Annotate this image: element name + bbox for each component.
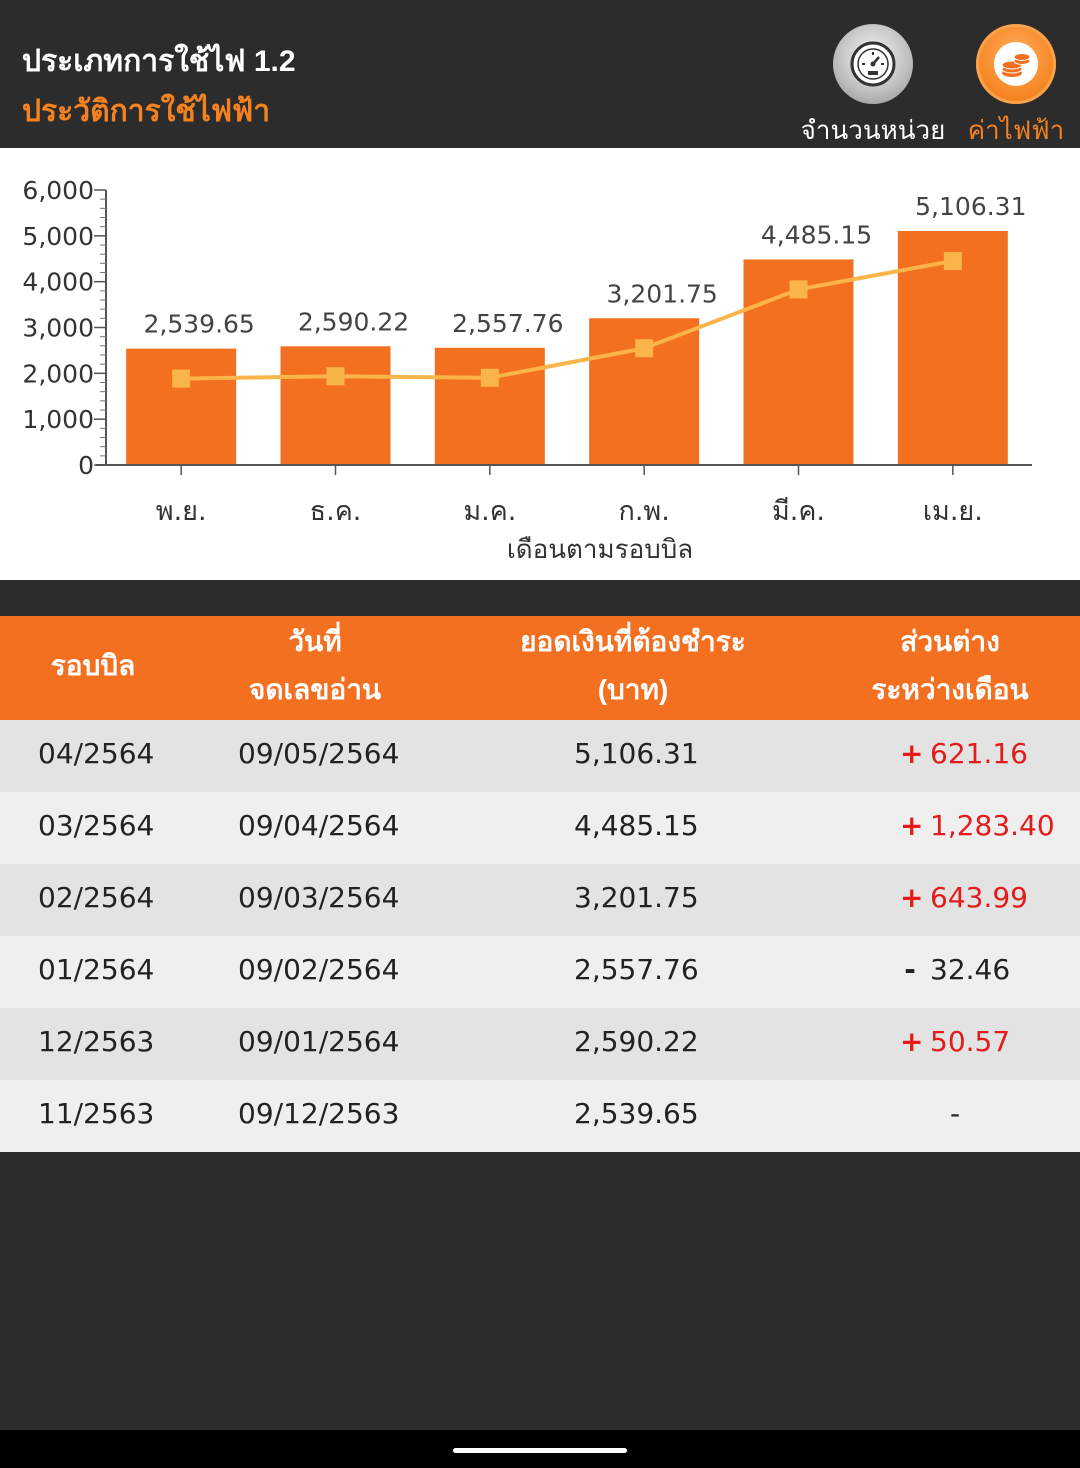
header-difference-line1: ส่วนต่าง: [900, 626, 1000, 657]
gauge-icon: [833, 24, 913, 104]
table-row[interactable]: 01/2564 09/02/2564 2,557.76 - 32.46: [0, 936, 1080, 1008]
cell-bill-cycle: 01/2564: [38, 953, 155, 986]
y-tick-label: 3,000: [22, 314, 94, 343]
cost-toggle-label: ค่าไฟฟ้า: [967, 115, 1065, 145]
diff-sign: +: [900, 1025, 924, 1058]
cell-difference: 50.57: [930, 1025, 1011, 1058]
cell-read-date: 09/12/2563: [238, 1097, 400, 1130]
trend-point: [943, 251, 962, 270]
header-amount-line1: ยอดเงินที่ต้องชำระ: [520, 626, 746, 657]
system-nav-bar: [0, 1430, 1080, 1468]
cell-bill-cycle: 03/2564: [38, 809, 155, 842]
header-difference-line2: ระหว่างเดือน: [871, 674, 1029, 705]
cell-amount: 5,106.31: [574, 737, 699, 770]
cell-read-date: 09/02/2564: [238, 953, 400, 986]
x-axis-title: เดือนตามรอบบิล: [507, 535, 693, 565]
table-row[interactable]: 03/2564 09/04/2564 4,485.15 + 1,283.40: [0, 792, 1080, 864]
cell-read-date: 09/04/2564: [238, 809, 400, 842]
data-label: 5,106.31: [915, 192, 1026, 221]
header-read-date-line1: วันที่: [288, 626, 342, 657]
cell-amount: 2,557.76: [574, 953, 699, 986]
header-amount-line2: (บาท): [597, 674, 669, 705]
x-tick-label: ก.พ.: [619, 496, 670, 527]
header-difference: ส่วนต่าง ระหว่างเดือน: [840, 618, 1060, 714]
data-label: 2,539.65: [144, 310, 255, 339]
diff-sign: +: [900, 809, 924, 842]
page-title: ประเภทการใช้ไฟ 1.2: [22, 45, 296, 78]
cell-bill-cycle: 02/2564: [38, 881, 155, 914]
bar: [126, 348, 237, 464]
cell-amount: 2,590.22: [574, 1025, 699, 1058]
header-read-date: วันที่ จดเลขอ่าน: [220, 618, 410, 714]
cell-bill-cycle: 12/2563: [38, 1025, 155, 1058]
trend-point: [326, 367, 345, 386]
bar: [280, 346, 391, 464]
cost-toggle-button[interactable]: ค่าไฟฟ้า: [964, 24, 1068, 151]
home-gesture-handle[interactable]: [453, 1448, 627, 1453]
cell-difference: 621.16: [930, 737, 1028, 770]
table-row[interactable]: 12/2563 09/01/2564 2,590.22 + 50.57: [0, 1008, 1080, 1080]
cell-read-date: 09/05/2564: [238, 737, 400, 770]
x-tick-label: ม.ค.: [463, 496, 516, 527]
cell-difference: 643.99: [930, 881, 1028, 914]
app-header: ประเภทการใช้ไฟ 1.2 ประวัติการใช้ไฟฟ้า จำ…: [0, 0, 1080, 148]
table-row[interactable]: 04/2564 09/05/2564 5,106.31 + 621.16: [0, 720, 1080, 792]
table-header: รอบบิล วันที่ จดเลขอ่าน ยอดเงินที่ต้องชำ…: [0, 616, 1080, 720]
cell-difference: 32.46: [930, 953, 1011, 986]
chart-panel: 0 1,000 2,000 3,000 4,000 5,000 6,000 พ.ย. 2,539…: [0, 148, 1080, 580]
data-label: 3,201.75: [607, 279, 718, 308]
x-tick-label: เม.ย.: [923, 496, 983, 527]
trend-line: [181, 258, 954, 381]
y-tick-label: 6,000: [22, 176, 94, 205]
bill-table: 04/2564 09/05/2564 5,106.31 + 621.16 03/…: [0, 720, 1080, 1152]
cell-read-date: 09/01/2564: [238, 1025, 400, 1058]
cell-read-date: 09/03/2564: [238, 881, 400, 914]
cell-amount: 4,485.15: [574, 809, 699, 842]
header-read-date-line2: จดเลขอ่าน: [248, 674, 382, 705]
diff-sign: +: [900, 737, 924, 770]
x-tick-label: มี.ค.: [772, 496, 825, 527]
y-tick-label: 4,000: [22, 268, 94, 297]
trend-point: [789, 280, 808, 299]
table-row[interactable]: 11/2563 09/12/2563 2,539.65 -: [0, 1080, 1080, 1152]
table-row[interactable]: 02/2564 09/03/2564 3,201.75 + 643.99: [0, 864, 1080, 936]
cell-difference: 1,283.40: [930, 809, 1055, 842]
y-tick-label: 1,000: [22, 405, 94, 434]
cell-bill-cycle: 04/2564: [38, 737, 155, 770]
units-toggle-label: จำนวนหน่วย: [800, 115, 946, 145]
data-label: 4,485.15: [761, 220, 872, 249]
trend-point: [635, 339, 654, 358]
y-tick-label: 0: [78, 451, 94, 480]
cell-amount: 2,539.65: [574, 1097, 699, 1130]
x-tick-label: พ.ย.: [156, 496, 207, 527]
header-amount: ยอดเงินที่ต้องชำระ (บาท): [470, 618, 796, 714]
diff-sign: -: [904, 953, 916, 986]
diff-sign: +: [900, 881, 924, 914]
cell-difference: -: [949, 1097, 961, 1130]
page-subtitle: ประวัติการใช้ไฟฟ้า: [22, 95, 271, 128]
bar: [434, 347, 545, 464]
header-bill-cycle: รอบบิล: [50, 650, 136, 681]
cell-bill-cycle: 11/2563: [38, 1097, 155, 1130]
bill-history-chart: 0 1,000 2,000 3,000 4,000 5,000 6,000 พ.ย. 2,539…: [22, 176, 1032, 565]
y-tick-label: 2,000: [22, 359, 94, 388]
cell-amount: 3,201.75: [574, 881, 699, 914]
units-toggle-button[interactable]: จำนวนหน่วย: [800, 24, 946, 151]
data-label: 2,590.22: [298, 307, 409, 336]
x-tick-label: ธ.ค.: [310, 496, 362, 527]
data-label: 2,557.76: [452, 309, 563, 338]
trend-point: [172, 369, 191, 388]
coins-icon: [976, 24, 1056, 104]
y-tick-label: 5,000: [22, 222, 94, 251]
trend-point: [480, 368, 499, 387]
